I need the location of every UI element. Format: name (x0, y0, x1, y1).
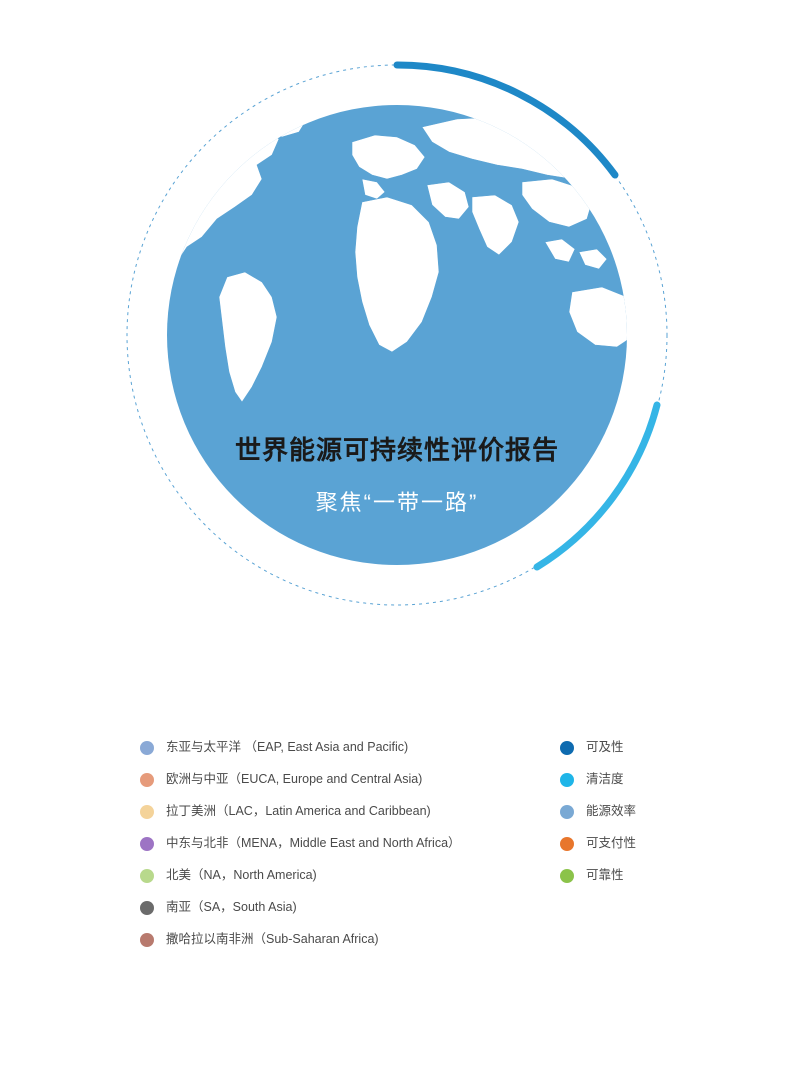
legend-regions-column: 东亚与太平洋 （EAP, East Asia and Pacific) 欧洲与中亚… (140, 740, 510, 947)
legend-dot (140, 869, 154, 883)
region-item: 欧洲与中亚（EUCA, Europe and Central Asia) (140, 772, 510, 787)
region-item: 中东与北非（MENA，Middle East and North Africa） (140, 836, 510, 851)
metric-item: 能源效率 (560, 804, 690, 819)
legend-label: 可及性 (586, 740, 624, 755)
region-item: 东亚与太平洋 （EAP, East Asia and Pacific) (140, 740, 510, 755)
legend-label: 拉丁美洲（LAC，Latin America and Caribbean) (166, 804, 431, 819)
legend-label: 中东与北非（MENA，Middle East and North Africa） (166, 836, 461, 851)
legend-label: 欧洲与中亚（EUCA, Europe and Central Asia) (166, 772, 422, 787)
legend-label: 北美（NA，North America) (166, 868, 317, 883)
legend-dot (140, 901, 154, 915)
legend-dot (140, 837, 154, 851)
legend-dot (140, 933, 154, 947)
metric-item: 清洁度 (560, 772, 690, 787)
metric-item: 可靠性 (560, 868, 690, 883)
legend-dot (560, 837, 574, 851)
globe-figure: 世界能源可持续性评价报告 聚焦“一带一路” (117, 55, 677, 615)
region-item: 撒哈拉以南非洲（Sub-Saharan Africa) (140, 932, 510, 947)
legend-label: 可靠性 (586, 868, 624, 883)
legend-label: 撒哈拉以南非洲（Sub-Saharan Africa) (166, 932, 379, 947)
world-map (167, 105, 627, 437)
report-subtitle: 聚焦“一带一路” (167, 485, 627, 517)
legend-label: 可支付性 (586, 836, 636, 851)
legend-metrics-column: 可及性清洁度能源效率可支付性可靠性 (560, 740, 690, 947)
legend-label: 能源效率 (586, 804, 636, 819)
legend: 东亚与太平洋 （EAP, East Asia and Pacific) 欧洲与中亚… (140, 740, 734, 947)
legend-dot (560, 773, 574, 787)
legend-label: 清洁度 (586, 772, 624, 787)
legend-dot (560, 741, 574, 755)
legend-label: 东亚与太平洋 （EAP, East Asia and Pacific) (166, 740, 408, 755)
title-block: 世界能源可持续性评价报告 聚焦“一带一路” (167, 430, 627, 517)
report-title: 世界能源可持续性评价报告 (167, 430, 627, 467)
legend-dot (140, 741, 154, 755)
globe-circle: 世界能源可持续性评价报告 聚焦“一带一路” (167, 105, 627, 565)
legend-dot (560, 805, 574, 819)
region-item: 拉丁美洲（LAC，Latin America and Caribbean) (140, 804, 510, 819)
legend-dot (140, 805, 154, 819)
legend-label: 南亚（SA，South Asia) (166, 900, 297, 915)
metric-item: 可支付性 (560, 836, 690, 851)
region-item: 北美（NA，North America) (140, 868, 510, 883)
legend-dot (560, 869, 574, 883)
metric-item: 可及性 (560, 740, 690, 755)
region-item: 南亚（SA，South Asia) (140, 900, 510, 915)
legend-dot (140, 773, 154, 787)
